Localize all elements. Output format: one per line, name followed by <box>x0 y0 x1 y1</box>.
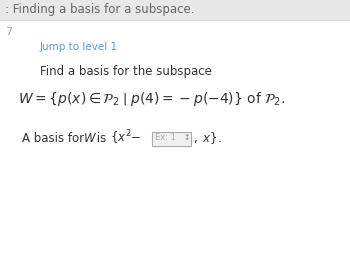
Text: Ex: 1: Ex: 1 <box>155 134 176 142</box>
Text: $W = \left\{ p(x) \in \mathcal{P}_2 \;\middle|\; p(4) = -p(-4) \right\}\ \mathrm: $W = \left\{ p(x) \in \mathcal{P}_2 \;\m… <box>18 90 286 108</box>
Text: $W$: $W$ <box>83 132 97 145</box>
Text: ↕: ↕ <box>183 134 189 142</box>
Text: $,\ x\}.$: $,\ x\}.$ <box>193 130 222 146</box>
Text: is: is <box>93 132 110 145</box>
Bar <box>0 0 350 20</box>
Text: 7: 7 <box>5 27 12 37</box>
Text: : Finding a basis for a subspace.: : Finding a basis for a subspace. <box>5 4 195 17</box>
Text: A basis for: A basis for <box>22 132 88 145</box>
Text: $\{x^2{-}$: $\{x^2{-}$ <box>110 129 141 147</box>
FancyBboxPatch shape <box>152 132 190 146</box>
Text: Find a basis for the subspace: Find a basis for the subspace <box>40 65 212 77</box>
Text: Jump to level 1: Jump to level 1 <box>40 42 118 52</box>
